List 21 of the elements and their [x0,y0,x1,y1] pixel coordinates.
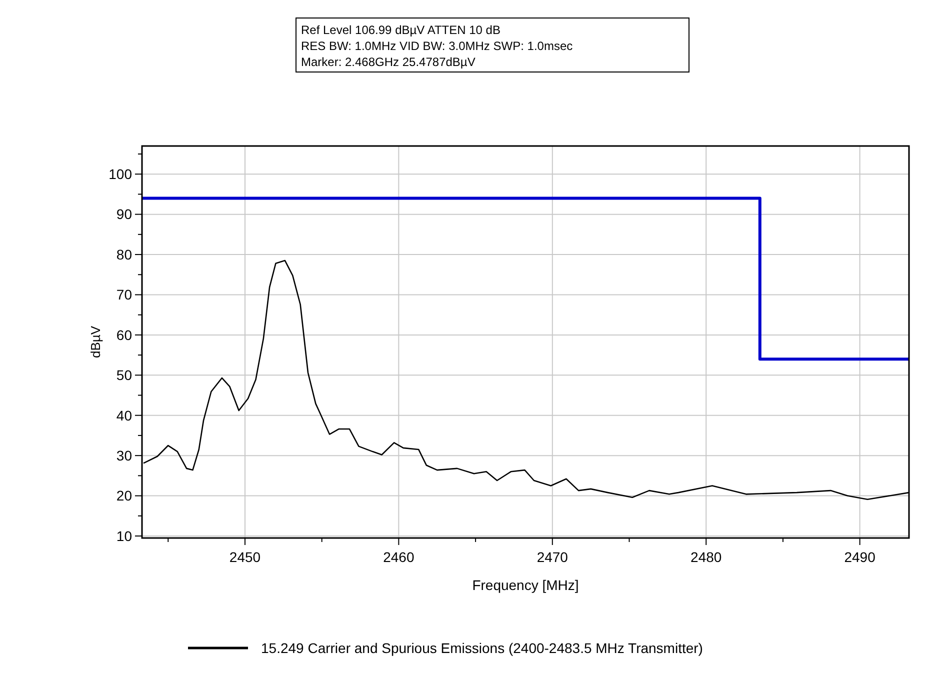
y-tick-label: 30 [116,447,132,464]
y-tick-label: 70 [116,286,132,303]
x-tick-label: 2450 [229,549,261,565]
x-axis-title: Frequency [MHz] [472,577,579,593]
x-tick-label: 2470 [536,549,568,565]
y-tick-label: 90 [116,206,132,222]
x-tick-label: 2480 [690,549,722,565]
text: RES BW: 1.0MHz VID BW: 3.0MHz SWP: 1.0msec [301,39,573,53]
y-tick-label: 10 [116,528,132,544]
y-tick-label: 50 [116,367,132,384]
y-tick-label: 80 [116,246,132,262]
x-tick-label: 2490 [844,549,876,565]
y-axis-title: dBµV [88,326,103,358]
text: Ref Level 106.99 dBµV ATTEN 10 dB [301,23,500,37]
y-tick-label: 100 [108,166,132,182]
legend-label: 15.249 Carrier and Spurious Emissions (2400-2483.5 MHz Transmitter) [261,640,703,656]
y-tick-label: 40 [116,407,132,424]
y-tick-label: 20 [116,488,132,504]
x-tick-label: 2460 [383,549,414,565]
text: Marker: 2.468GHz 25.4787dBµV [301,55,476,69]
y-tick-label: 60 [116,326,132,343]
